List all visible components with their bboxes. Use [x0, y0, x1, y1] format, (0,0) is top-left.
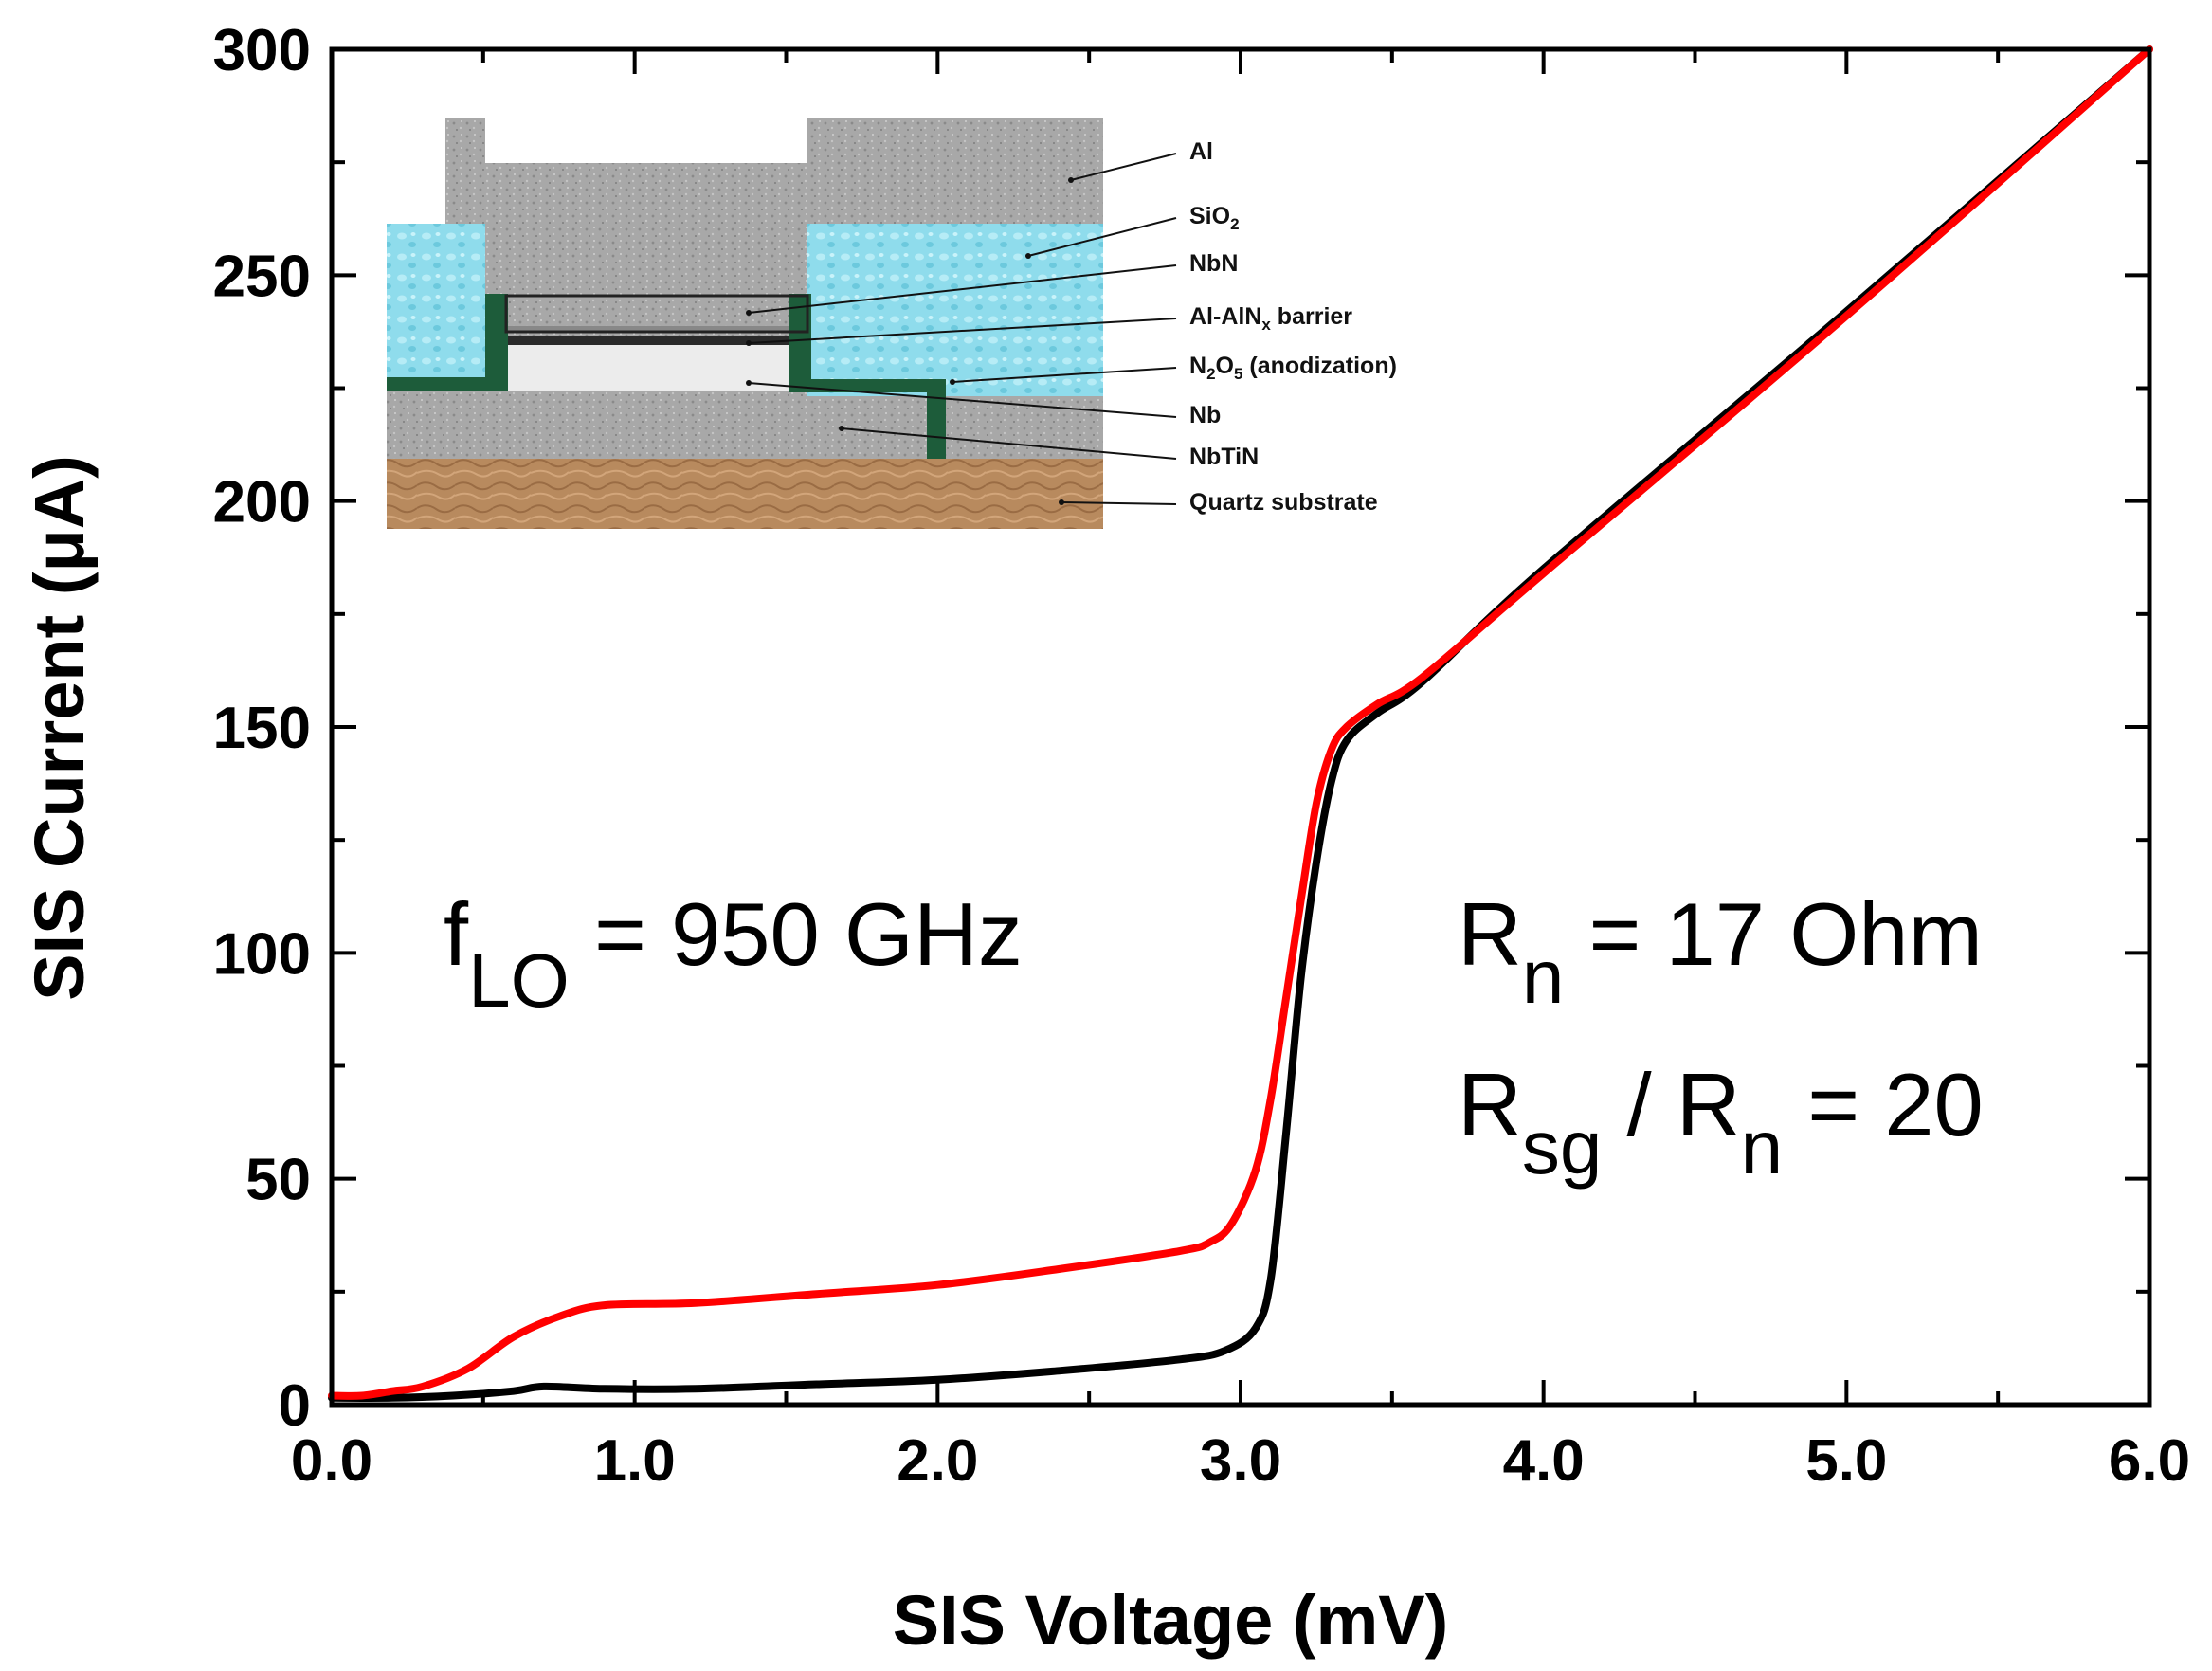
barrier-layer: [506, 326, 807, 332]
series-line-pumped: [328, 45, 2153, 1400]
x-tick-label: 6.0: [2109, 1428, 2190, 1494]
inset-layer-label: N2O5 (anodization): [1189, 353, 1397, 383]
y-tick-label: 300: [213, 18, 311, 83]
inset-leader-arrowhead: [839, 426, 844, 431]
lo-subscript: LO: [468, 938, 570, 1023]
rn-r-symbol: R: [1458, 884, 1522, 984]
bottom-al-layer: [387, 391, 1103, 459]
series-layer: [328, 45, 2153, 1402]
inset-leader-arrowhead: [950, 379, 955, 385]
inset-leader-line: [1070, 153, 1177, 181]
x-axis-title: SIS Voltage (mV): [893, 1581, 1449, 1660]
inset-leader-line: [1027, 217, 1177, 257]
inset-leader-line: [748, 382, 1177, 418]
inset-layer-label: Nb: [1189, 402, 1221, 428]
nbtin-left-strip: [387, 294, 508, 391]
inset-layer-label: NbTiN: [1189, 444, 1259, 470]
inset-leader-arrowhead: [1025, 253, 1031, 259]
y-tick-label: 150: [213, 696, 311, 761]
subgap-ratio-annotation: Rsg / Rn = 20: [1458, 1055, 1984, 1190]
inset-layer-label: SiO2: [1189, 203, 1240, 233]
inset-layer-label: Quartz substrate: [1189, 489, 1378, 516]
rn-subscript: n: [1522, 935, 1565, 1019]
x-tick-label: 2.0: [897, 1428, 978, 1494]
inset-leader-line: [748, 318, 1177, 344]
lo-value: = 950 GHz: [570, 884, 1023, 984]
nbn-outline: [504, 294, 809, 334]
inset-leader-line: [841, 427, 1177, 460]
y-tick-label: 200: [213, 470, 311, 536]
inset-leader-line: [748, 264, 1177, 314]
inset-layer-label: Al-AlNx barrier: [1189, 303, 1352, 334]
lo-f-symbol: f: [444, 884, 469, 984]
sio2-left-block: [387, 224, 485, 391]
nbn-layer: [506, 336, 807, 345]
inset-leader-arrowhead: [746, 310, 752, 316]
rn-value: = 17 Ohm: [1564, 884, 1983, 984]
lo-frequency-annotation: fLO = 950 GHz: [444, 884, 1023, 1023]
y-tick-label: 250: [213, 244, 311, 309]
normal-resistance-annotation: Rn = 17 Ohm: [1458, 884, 1983, 1019]
x-tick-label: 3.0: [1200, 1428, 1281, 1494]
inset-leader-line: [952, 367, 1177, 383]
inset-leader-arrowhead: [746, 340, 752, 346]
nbtin-right-strip: [789, 294, 946, 459]
x-tick-label: 4.0: [1503, 1428, 1585, 1494]
inset-leader-line: [1061, 501, 1177, 505]
y-tick-label: 50: [245, 1148, 311, 1213]
tick-layer: 0.0 1.0 2.0 3.0 4.0 5.0 6.0 0 50 100 150 200 250 300: [213, 18, 2191, 1494]
y-tick-label: 100: [213, 921, 311, 987]
sio2-right-block: [807, 224, 1103, 396]
x-tick-label: 5.0: [1805, 1428, 1887, 1494]
ratio-r1: R: [1458, 1055, 1522, 1154]
ratio-value: = 20: [1783, 1055, 1984, 1154]
y-axis-title: SIS Current (μA): [20, 455, 99, 1001]
inset-leader-arrowhead: [1059, 499, 1064, 505]
x-tick-label: 0.0: [291, 1428, 372, 1494]
quartz-substrate-layer: [387, 459, 1103, 529]
inset-layer-label: Al: [1189, 138, 1213, 165]
inset-leader-arrowhead: [1068, 177, 1074, 183]
ratio-mid: / R: [1602, 1055, 1740, 1154]
device-cross-section-inset: Al SiO2 NbN Al-AlNx barrier N2O5 (anodizatio…: [387, 118, 1397, 529]
y-tick-label: 0: [279, 1373, 311, 1439]
x-tick-label: 1.0: [594, 1428, 676, 1494]
ratio-sub-sg: sg: [1522, 1105, 1603, 1190]
inset-leader-arrowhead: [746, 380, 752, 386]
inset-layer-label: NbN: [1189, 250, 1238, 277]
ratio-sub-n: n: [1741, 1105, 1784, 1190]
